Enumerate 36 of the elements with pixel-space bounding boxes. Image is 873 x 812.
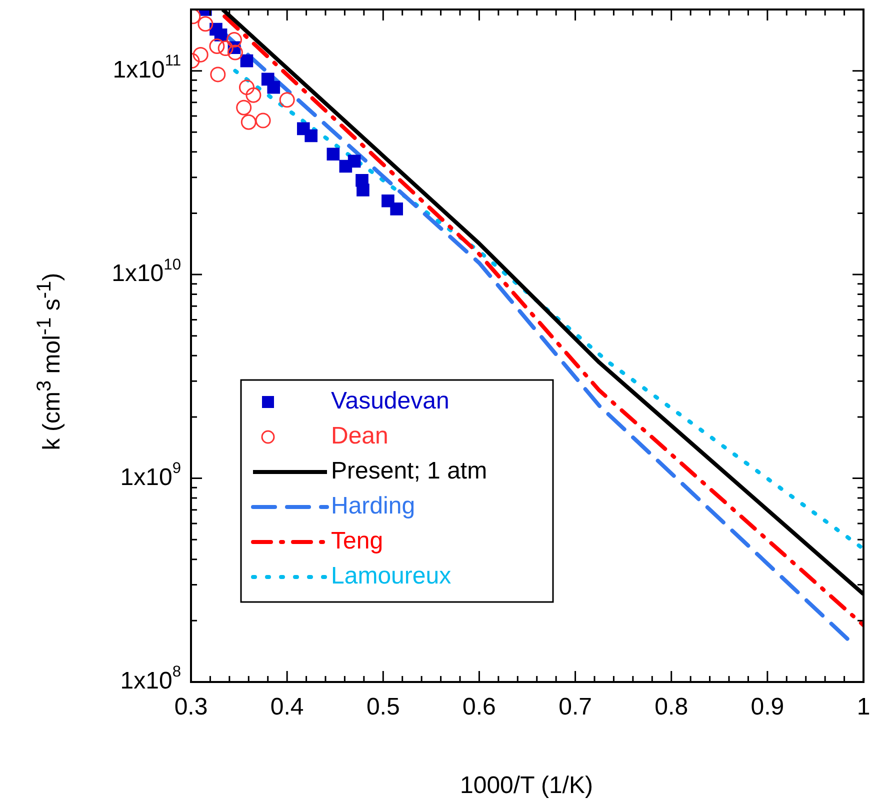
point	[226, 32, 242, 48]
x-tick-label: 0.6	[462, 694, 496, 721]
legend-label: Lamoureux	[331, 562, 452, 590]
point	[209, 38, 225, 54]
legend-label: Dean	[331, 422, 388, 450]
point	[218, 40, 234, 56]
point	[304, 129, 318, 142]
point	[210, 66, 226, 82]
legend-label: Harding	[331, 492, 416, 520]
x-tick-label: 1	[856, 694, 870, 721]
point	[267, 80, 280, 94]
x-tick-label: 0.3	[174, 694, 208, 721]
point	[246, 87, 262, 103]
point	[240, 54, 254, 68]
point	[348, 154, 361, 168]
point	[192, 46, 208, 62]
x-axis-title: 1000/T (1/K)	[459, 772, 594, 800]
legend-label: Present; 1 atm	[331, 458, 488, 485]
point	[236, 100, 252, 116]
point	[390, 202, 403, 216]
x-tick-label: 0.5	[366, 694, 400, 721]
legend-label: Teng	[331, 528, 384, 555]
x-tick-label: 0.7	[558, 694, 592, 721]
point	[326, 148, 340, 161]
point	[227, 44, 243, 60]
point	[238, 80, 254, 96]
point	[214, 28, 228, 42]
x-tick-label: 0.4	[270, 694, 304, 721]
legend-label: Vasudevan	[331, 388, 450, 415]
point	[279, 92, 295, 108]
point	[198, 16, 214, 32]
x-tick-label: 0.9	[750, 694, 784, 721]
x-tick-label: 0.8	[654, 694, 688, 721]
point	[255, 112, 271, 128]
point	[356, 184, 370, 196]
point	[240, 114, 256, 130]
